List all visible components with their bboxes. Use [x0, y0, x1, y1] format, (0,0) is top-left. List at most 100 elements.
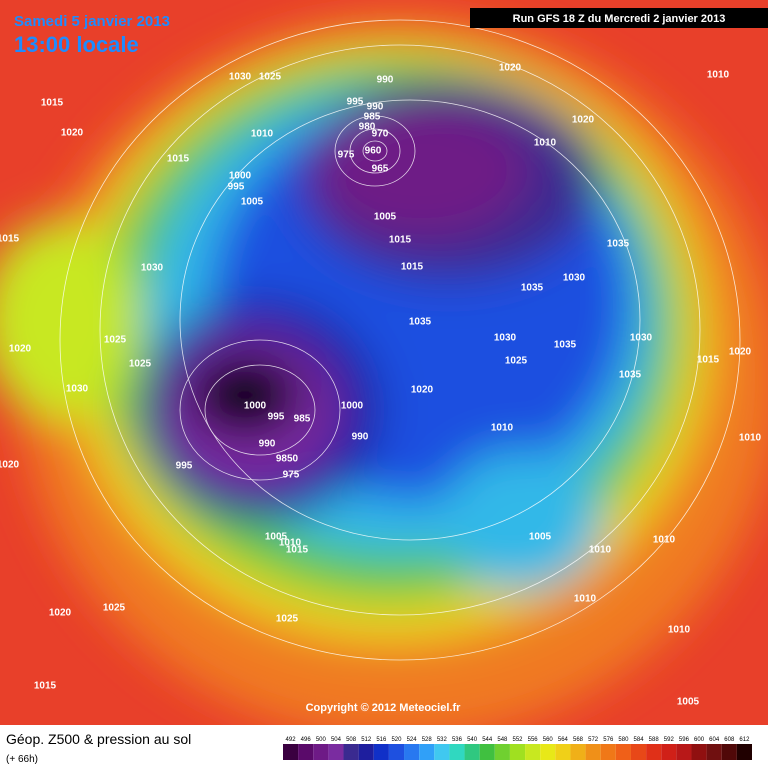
- colorbar-label: 596: [679, 737, 690, 743]
- color-swatch: [388, 744, 405, 760]
- pressure-label: 1010: [668, 625, 691, 636]
- pressure-label: 980: [359, 122, 376, 133]
- colorbar-label: 540: [467, 737, 478, 743]
- colorbar-label: 584: [634, 737, 645, 743]
- color-swatch: [479, 744, 495, 760]
- pressure-label: 1035: [409, 317, 432, 328]
- pressure-label: 1015: [697, 355, 720, 366]
- pressure-label: 1020: [729, 347, 752, 358]
- color-swatch: [661, 744, 677, 760]
- colorbar-label: 552: [512, 737, 523, 743]
- color-swatch: [525, 744, 541, 760]
- pressure-label: 1020: [49, 608, 72, 619]
- pressure-label: 1005: [265, 532, 288, 543]
- color-swatch: [464, 744, 480, 760]
- colorbar-label: 536: [452, 737, 463, 743]
- pressure-label: 1000: [244, 401, 267, 412]
- pressure-label: 1005: [374, 212, 397, 223]
- pressure-label: 1025: [276, 614, 299, 625]
- color-swatch: [494, 744, 510, 760]
- colorbar-label: 600: [694, 737, 705, 743]
- pressure-label: 990: [377, 75, 394, 86]
- pressure-label: 1010: [574, 594, 597, 605]
- colorbar-label: 576: [603, 737, 614, 743]
- pressure-label: 985: [364, 112, 381, 123]
- pressure-label: 1025: [259, 72, 282, 83]
- pressure-label: 1030: [66, 384, 89, 395]
- colorbar-label: 496: [301, 737, 312, 743]
- footer-title: Géop. Z500 & pression au sol: [6, 731, 191, 747]
- date: Samedi 5 janvier 2013: [14, 13, 170, 30]
- color-swatch: [283, 744, 299, 760]
- colorbar-label: 548: [497, 737, 508, 743]
- color-swatch: [343, 744, 359, 760]
- pressure-label: 1030: [494, 333, 517, 344]
- pressure-label: 1005: [677, 697, 700, 708]
- pressure-label: 1020: [411, 385, 434, 396]
- pressure-label: 1005: [241, 197, 264, 208]
- colorbar-label: 512: [361, 737, 372, 743]
- pressure-label: 1035: [607, 239, 630, 250]
- colorbar-label: 612: [739, 737, 750, 743]
- color-swatch: [509, 744, 526, 760]
- colorbar-label: 492: [286, 737, 297, 743]
- pressure-label: 995: [268, 412, 285, 423]
- pressure-label: 1020: [0, 460, 20, 471]
- pressure-label: 1020: [9, 344, 32, 355]
- colorbar-label: 556: [528, 737, 539, 743]
- pressure-label: 1035: [521, 283, 544, 294]
- color-swatch: [691, 744, 707, 760]
- colorbar-label: 572: [588, 737, 599, 743]
- pressure-label: 1025: [104, 335, 127, 346]
- pressure-label: 995: [228, 182, 245, 193]
- colorbar-label: 500: [316, 737, 327, 743]
- pressure-label: 1030: [141, 263, 164, 274]
- color-swatch: [555, 744, 571, 760]
- pressure-label: 1010: [534, 138, 557, 149]
- pressure-label: 1035: [554, 340, 577, 351]
- color-swatch: [313, 744, 329, 760]
- run-info: Run GFS 18 Z du Mercredi 2 janvier 2013: [513, 13, 726, 25]
- run-bar: [470, 8, 768, 28]
- pressure-label: 1015: [0, 234, 20, 245]
- field: [0, 0, 768, 740]
- colorbar-label: 588: [649, 737, 660, 743]
- pressure-label: 995: [347, 97, 364, 108]
- pressure-label: 1010: [653, 535, 676, 546]
- color-swatch: [630, 744, 647, 760]
- colorbar-label: 560: [543, 737, 554, 743]
- pressure-label: 990: [259, 439, 276, 450]
- pressure-label: 975: [338, 150, 355, 161]
- color-swatch: [358, 744, 374, 760]
- color-swatch: [615, 744, 631, 760]
- colorbar-label: 508: [346, 737, 357, 743]
- pressure-label: 1030: [563, 273, 586, 284]
- color-swatch: [373, 744, 389, 760]
- pressure-label: 1025: [505, 356, 528, 367]
- pressure-label: 1010: [739, 433, 762, 444]
- pressure-label: 1015: [389, 235, 412, 246]
- colorbar-label: 524: [407, 737, 418, 743]
- colorbar-label: 504: [331, 737, 342, 743]
- colorbar-label: 520: [391, 737, 402, 743]
- pressure-label: 1015: [286, 545, 309, 556]
- colorbar-label: 568: [573, 737, 584, 743]
- pressure-label: 1035: [619, 370, 642, 381]
- pressure-label: 1015: [167, 154, 190, 165]
- color-swatch: [736, 744, 752, 760]
- color-swatch: [706, 744, 722, 760]
- color-swatch: [600, 744, 616, 760]
- color-swatch: [646, 744, 662, 760]
- pressure-label: 1025: [103, 603, 126, 614]
- pressure-label: 1030: [630, 333, 653, 344]
- pressure-label: 1000: [229, 171, 252, 182]
- pressure-label: 990: [367, 102, 384, 113]
- copyright: Copyright © 2012 Meteociel.fr: [306, 702, 462, 714]
- pressure-label: 1020: [572, 115, 595, 126]
- color-swatch: [434, 744, 450, 760]
- color-swatch: [540, 744, 556, 760]
- pressure-label: 990: [352, 432, 369, 443]
- colorbar-label: 608: [724, 737, 735, 743]
- pressure-label: 965: [372, 164, 389, 175]
